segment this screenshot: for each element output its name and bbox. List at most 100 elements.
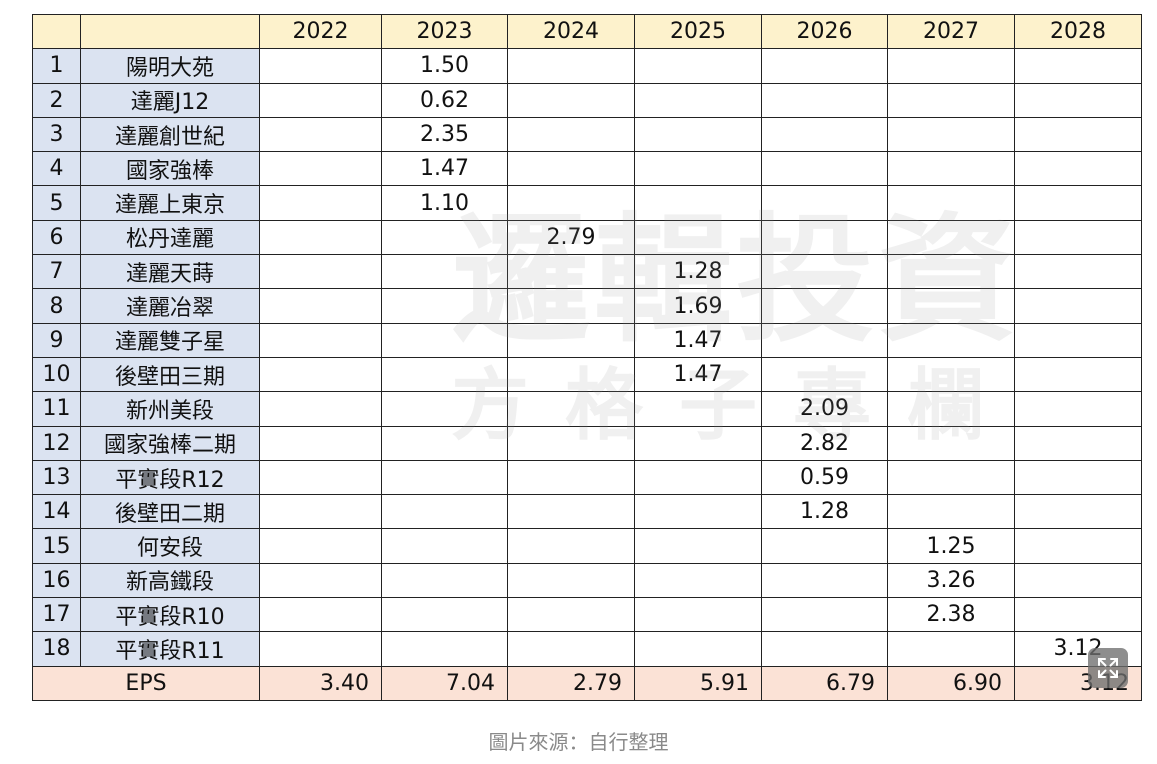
value-cell (761, 528, 888, 564)
value-cell: 2.38 (887, 597, 1015, 633)
value-cell (761, 151, 888, 187)
row-index: 4 (32, 151, 81, 187)
project-name: 後壁田二期 (80, 494, 260, 530)
value-cell (381, 528, 508, 564)
row-index: 13 (32, 459, 81, 496)
value-cell (887, 631, 1015, 667)
value-cell (634, 528, 762, 564)
eps-value: 3.40 (259, 665, 382, 701)
table-row: 14 後壁田二期 1.28 (32, 494, 1142, 530)
value-cell (259, 459, 382, 496)
table-row: 12 國家強棒二期 2.82 (32, 425, 1142, 461)
value-cell: 1.47 (381, 151, 508, 187)
table-row: 18 平實段R11 3.12 (32, 631, 1142, 667)
project-name: 平實段R10 (80, 597, 260, 633)
value-cell (1014, 151, 1142, 187)
value-cell (887, 48, 1015, 84)
image-caption: 圖片來源：自行整理 (488, 730, 669, 754)
project-name: 陽明大苑 (80, 48, 260, 84)
table-row: 13 平實段R12 0.59 (32, 459, 1142, 496)
value-cell (381, 288, 508, 324)
value-cell (259, 116, 382, 153)
table-row: 11 新州美段 2.09 (32, 391, 1142, 427)
value-cell (887, 459, 1015, 496)
value-cell (259, 391, 382, 427)
year-header: 2026 (761, 13, 888, 50)
row-index: 14 (32, 494, 81, 530)
value-cell (887, 185, 1015, 221)
value-cell (761, 288, 888, 324)
table-row: 8 達麗冶翠 1.69 (32, 288, 1142, 324)
row-index: 1 (32, 48, 81, 84)
row-index: 8 (32, 288, 81, 324)
row-index: 3 (32, 116, 81, 153)
value-cell (634, 494, 762, 530)
value-cell (887, 494, 1015, 530)
value-cell (381, 254, 508, 290)
table-row: 16 新高鐵段 3.26 (32, 562, 1142, 599)
year-header: 2025 (634, 13, 762, 50)
value-cell: 1.28 (761, 494, 888, 530)
value-cell (761, 322, 888, 358)
value-cell (634, 425, 762, 461)
expand-button[interactable] (1088, 648, 1128, 688)
value-cell (761, 631, 888, 667)
value-cell (887, 288, 1015, 324)
value-cell (1014, 48, 1142, 84)
value-cell (1014, 116, 1142, 153)
value-cell (259, 254, 382, 290)
row-index: 7 (32, 254, 81, 290)
value-cell (1014, 425, 1142, 461)
year-header: 2028 (1014, 13, 1142, 50)
value-cell (1014, 185, 1142, 221)
value-cell (259, 494, 382, 530)
row-index: 9 (32, 322, 81, 358)
eps-value: 2.79 (507, 665, 635, 701)
row-index: 16 (32, 562, 81, 599)
value-cell (1014, 459, 1142, 496)
project-name: 國家強棒二期 (80, 425, 260, 461)
eps-value: 7.04 (381, 665, 508, 701)
value-cell (1014, 82, 1142, 118)
value-cell (507, 391, 635, 427)
eps-label: EPS (32, 665, 260, 701)
value-cell (507, 597, 635, 633)
value-cell (507, 562, 635, 599)
value-cell (507, 425, 635, 461)
value-cell (259, 597, 382, 633)
value-cell (507, 185, 635, 221)
value-cell (259, 528, 382, 564)
value-cell (259, 356, 382, 393)
value-cell (887, 322, 1015, 358)
project-name: 達麗J12 (80, 82, 260, 118)
value-cell (259, 151, 382, 187)
value-cell (634, 151, 762, 187)
table-body: 1 陽明大苑 1.50 2 達麗J12 0.62 3 達麗創世紀 2.35 4 國家強棒 1.47 5 達… (32, 48, 1142, 701)
value-cell (887, 82, 1015, 118)
table-row: 7 達麗天蒔 1.28 (32, 254, 1142, 290)
value-cell (381, 562, 508, 599)
row-index: 17 (32, 597, 81, 633)
value-cell (887, 116, 1015, 153)
value-cell (887, 391, 1015, 427)
eps-value: 6.90 (887, 665, 1015, 701)
table-row: 4 國家強棒 1.47 (32, 151, 1142, 187)
value-cell: 1.10 (381, 185, 508, 221)
value-cell (507, 322, 635, 358)
expand-icon (1098, 658, 1118, 678)
table-row: 17 平實段R10 2.38 (32, 597, 1142, 633)
value-cell (634, 219, 762, 256)
value-cell (887, 219, 1015, 256)
year-header: 2024 (507, 13, 635, 50)
value-cell (259, 82, 382, 118)
value-cell (507, 631, 635, 667)
value-cell (1014, 494, 1142, 530)
value-cell (507, 459, 635, 496)
value-cell (887, 425, 1015, 461)
value-cell (507, 528, 635, 564)
project-name: 達麗冶翠 (80, 288, 260, 324)
value-cell: 2.79 (507, 219, 635, 256)
value-cell: 3.26 (887, 562, 1015, 599)
